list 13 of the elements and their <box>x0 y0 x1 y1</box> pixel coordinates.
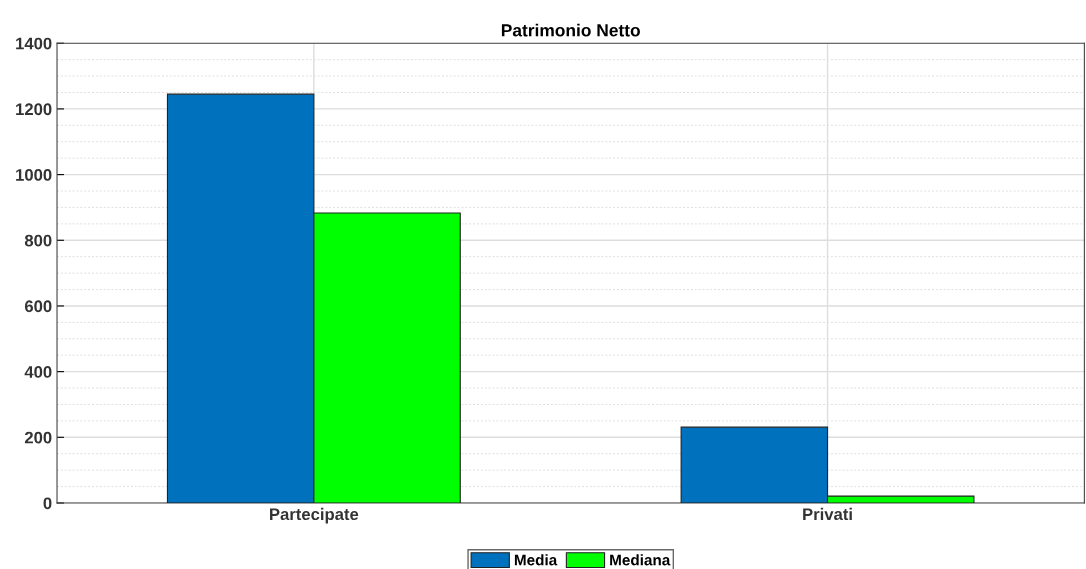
y-tick-label: 400 <box>24 366 52 378</box>
legend-label: Media <box>514 554 558 566</box>
x-tick-label: Partecipate <box>270 507 359 524</box>
y-tick-label: 200 <box>24 431 52 444</box>
y-tick-label: 800 <box>24 234 52 247</box>
legend-label: Mediana <box>610 554 671 566</box>
y-tick-label: 1400 <box>16 37 52 50</box>
y-tick-label: 0 <box>43 497 52 510</box>
y-tick-label: 1200 <box>16 103 52 116</box>
y-tick-label: 1000 <box>16 169 52 181</box>
x-tick-label: Privati <box>803 507 852 521</box>
y-tick-label: 600 <box>24 300 52 313</box>
chart-title: Patrimonio Netto <box>501 23 640 37</box>
